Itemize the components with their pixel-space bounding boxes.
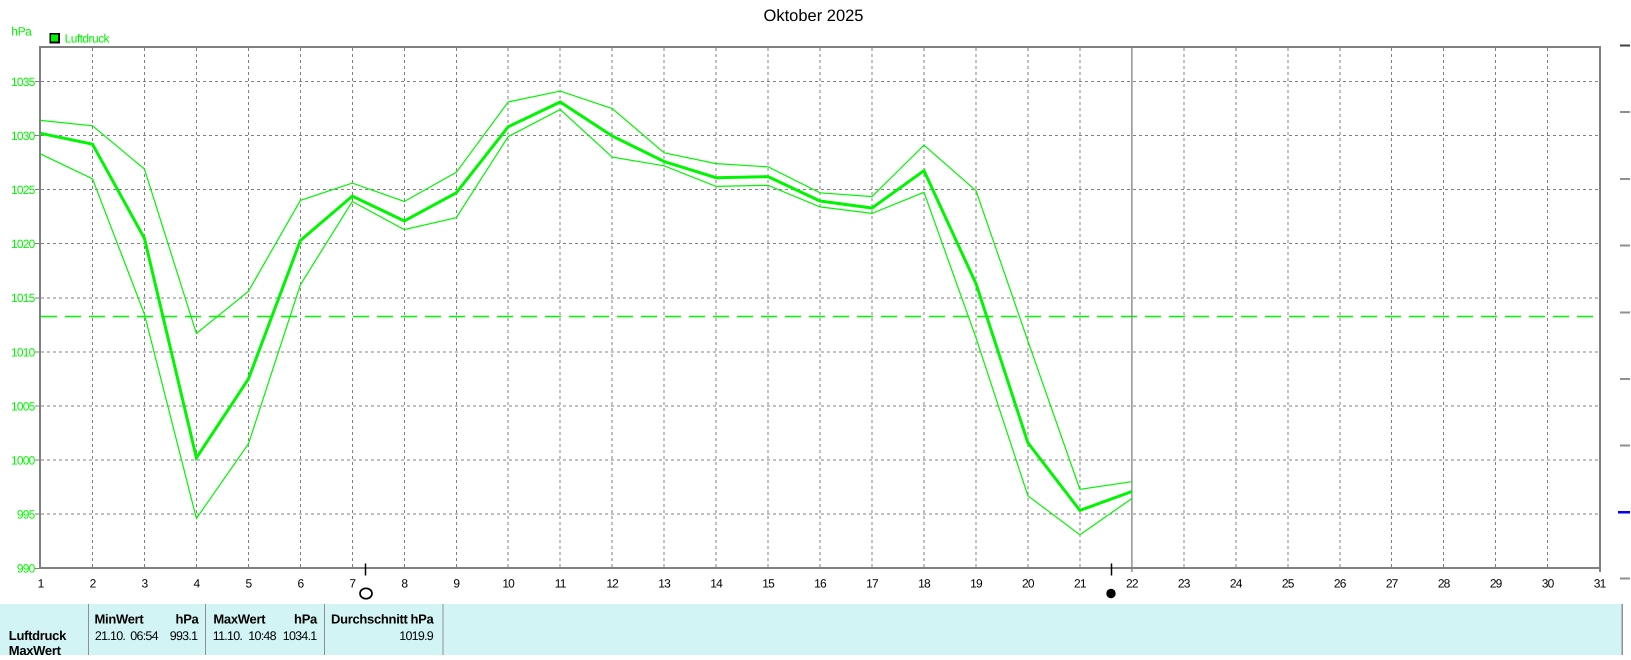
svg-text:MinWert: MinWert [95,612,145,627]
svg-text:29: 29 [1490,577,1503,591]
svg-text:Luftdruck: Luftdruck [9,628,67,643]
svg-text:21: 21 [1074,577,1087,591]
svg-text:14: 14 [710,577,723,591]
svg-text:22: 22 [1126,577,1139,591]
svg-text:MaxWert: MaxWert [213,612,266,627]
svg-text:1005: 1005 [11,399,36,413]
svg-text:hPa: hPa [176,612,200,627]
svg-text:2: 2 [90,577,97,591]
svg-text:31: 31 [1594,577,1607,591]
svg-text:Oktober 2025: Oktober 2025 [764,7,864,25]
svg-text:21.10.: 21.10. [95,629,126,643]
svg-text:Luftdruck: Luftdruck [65,31,111,45]
svg-text:1010: 1010 [11,345,36,359]
svg-text:26: 26 [1334,577,1347,591]
svg-text:995: 995 [17,508,36,522]
svg-text:27: 27 [1386,577,1399,591]
svg-text:30: 30 [1542,577,1555,591]
svg-text:1019.9: 1019.9 [399,629,434,643]
svg-text:18: 18 [918,577,931,591]
svg-text:06:54: 06:54 [130,629,158,643]
svg-text:15: 15 [762,577,775,591]
svg-text:1034.1: 1034.1 [283,629,318,643]
svg-text:12: 12 [606,577,619,591]
svg-text:25: 25 [1282,577,1295,591]
svg-text:hPa: hPa [411,612,435,627]
svg-text:1030: 1030 [11,129,36,143]
svg-text:1015: 1015 [11,291,36,305]
svg-text:7: 7 [349,577,356,591]
svg-text:19: 19 [970,577,983,591]
svg-text:hPa: hPa [294,612,318,627]
svg-text:17: 17 [866,577,879,591]
svg-text:993.1: 993.1 [170,629,198,643]
svg-text:1: 1 [38,577,45,591]
svg-text:9: 9 [453,577,460,591]
svg-text:10: 10 [502,577,515,591]
svg-text:11.10.: 11.10. [213,629,243,643]
svg-text:hPa: hPa [11,25,32,39]
svg-text:1000: 1000 [11,454,36,468]
svg-text:13: 13 [658,577,671,591]
svg-text:10:48: 10:48 [248,629,276,643]
svg-text:990: 990 [17,562,36,576]
svg-text:8: 8 [401,577,408,591]
svg-text:20: 20 [1022,577,1035,591]
svg-text:4: 4 [193,577,200,591]
svg-text:3: 3 [141,577,148,591]
svg-text:1035: 1035 [11,75,36,89]
svg-text:6: 6 [297,577,304,591]
svg-text:23: 23 [1178,577,1191,591]
svg-text:24: 24 [1230,577,1243,591]
svg-text:28: 28 [1438,577,1451,591]
svg-text:1020: 1020 [11,237,36,251]
svg-text:Durchschnitt: Durchschnitt [331,612,409,627]
svg-text:MaxWert: MaxWert [9,643,62,655]
svg-text:5: 5 [245,577,252,591]
svg-text:11: 11 [555,577,567,591]
svg-text:16: 16 [814,577,827,591]
svg-text:1025: 1025 [11,183,36,197]
